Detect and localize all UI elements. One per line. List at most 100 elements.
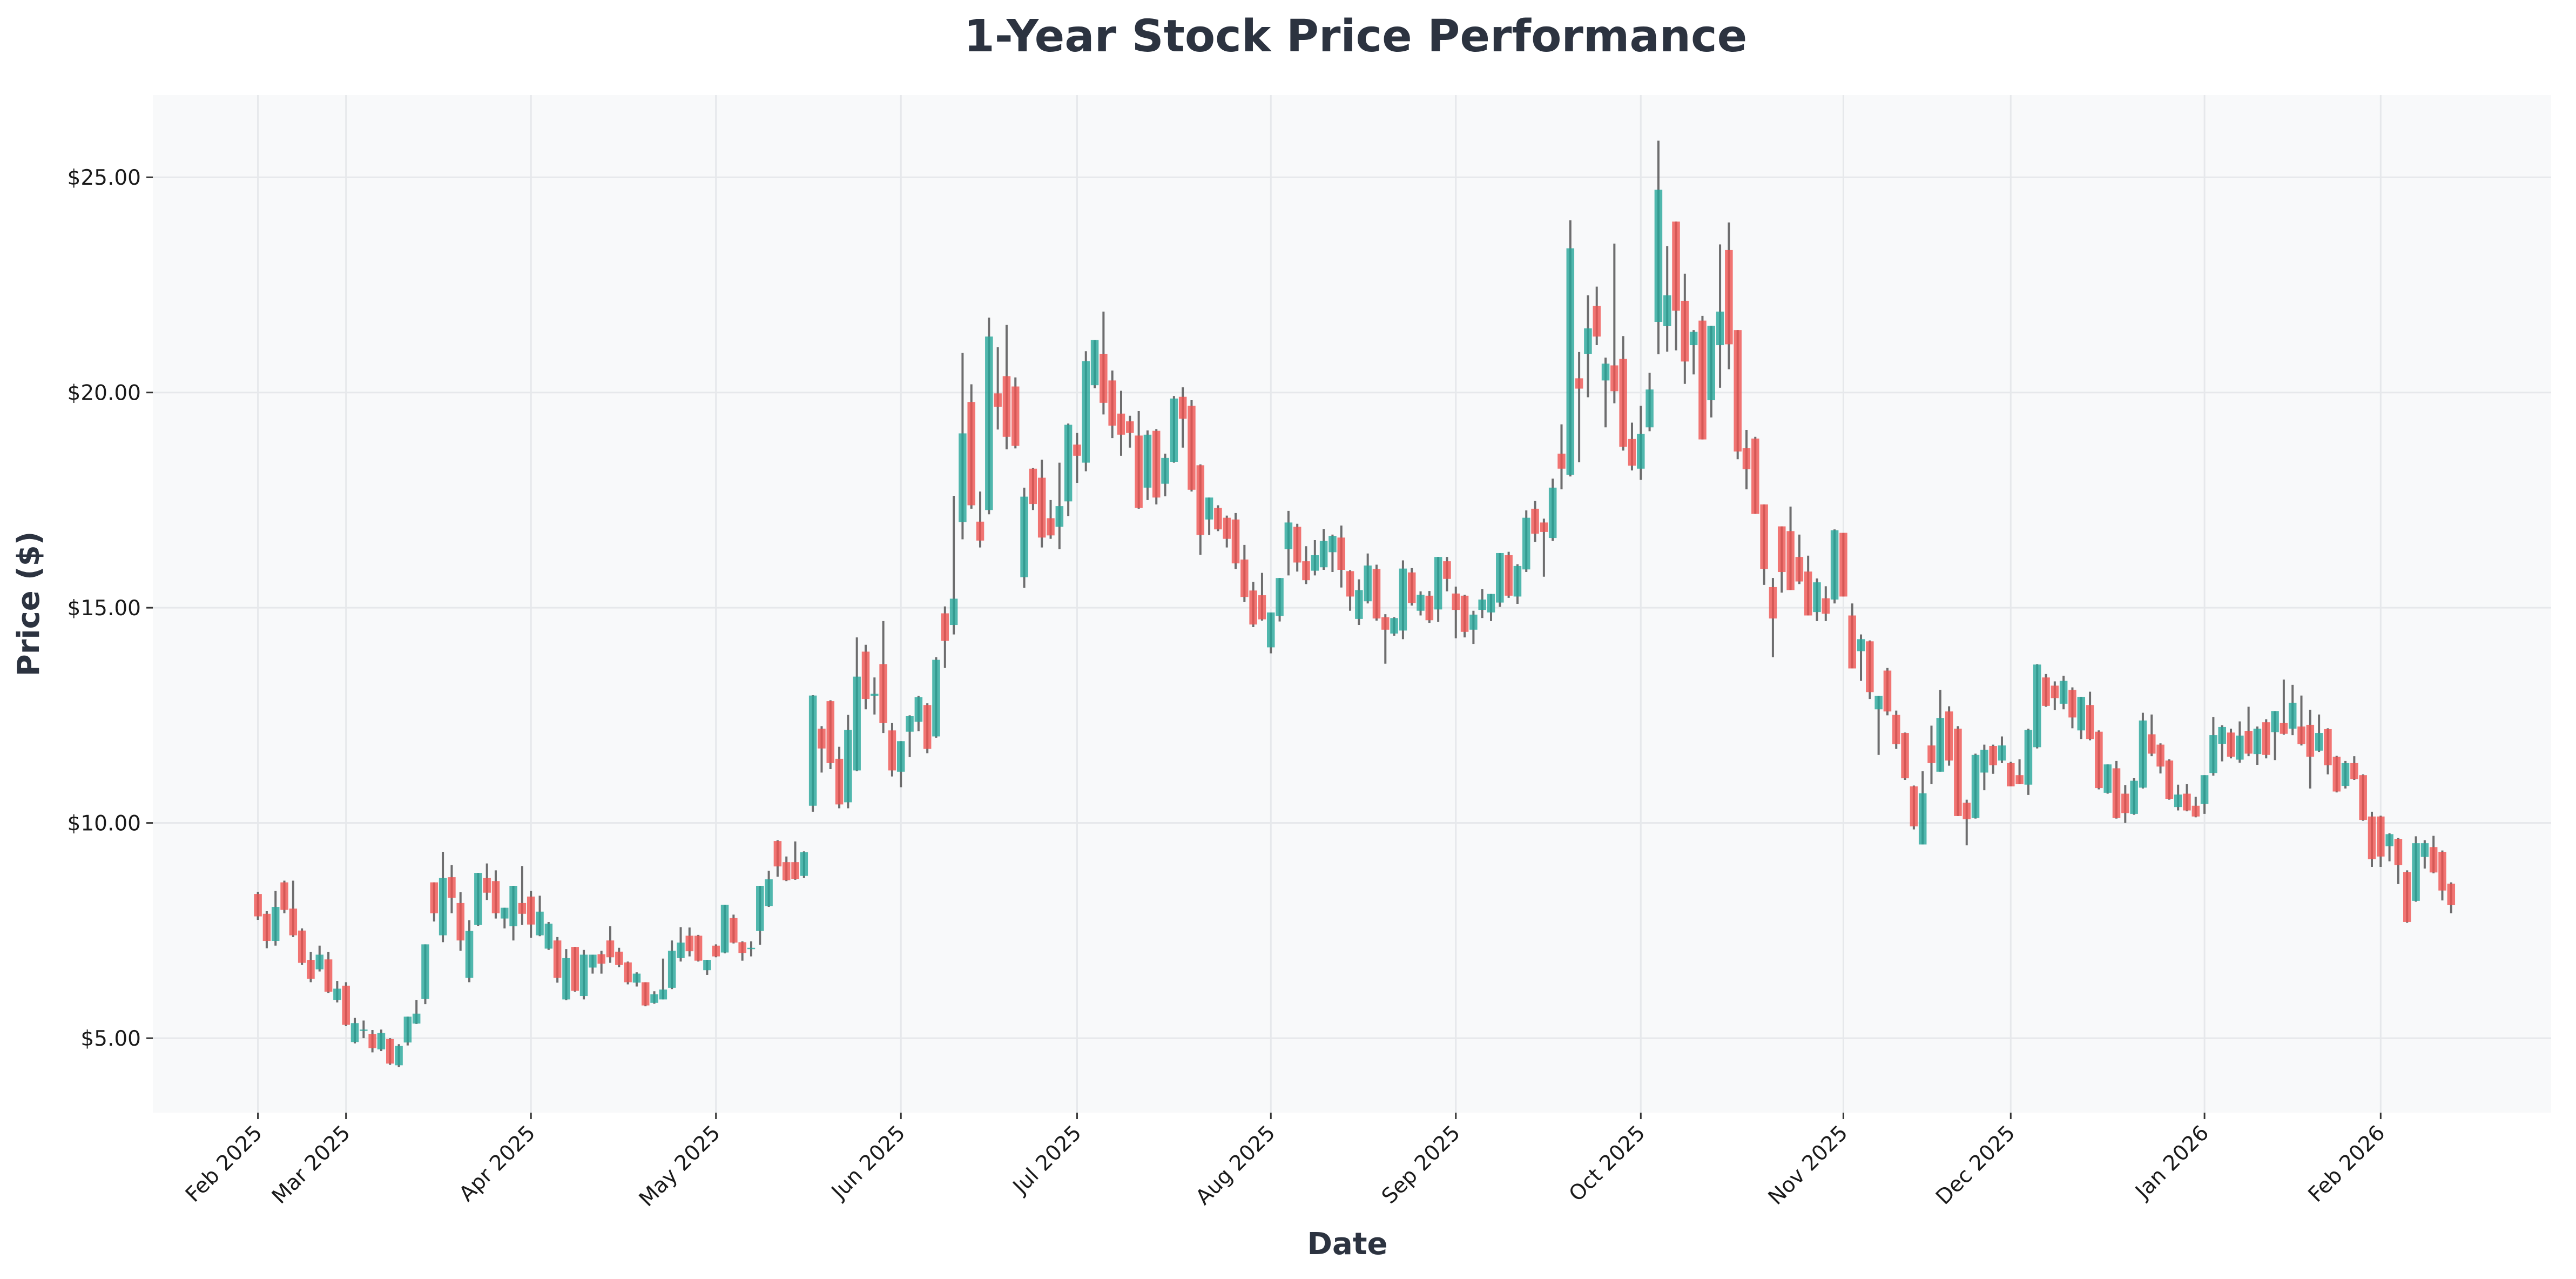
candle-down: [527, 891, 535, 938]
candle-body: [2148, 734, 2156, 754]
candle-body: [1478, 600, 1486, 610]
candle-down: [1037, 460, 1046, 548]
candle-up: [1513, 564, 1522, 604]
candle-up: [360, 1020, 368, 1039]
candle-down: [923, 703, 932, 753]
candle-body: [1707, 326, 1715, 401]
candle-body: [1364, 566, 1372, 602]
x-tick-label: Feb 2026: [2304, 1121, 2390, 1207]
candle-body: [448, 877, 456, 898]
candle-body: [2121, 793, 2129, 813]
candle-up: [765, 871, 773, 907]
candle-down: [1452, 587, 1460, 638]
candle-up: [932, 657, 940, 738]
candle-down: [1910, 785, 1918, 830]
candle-body: [720, 905, 729, 953]
candle-body: [624, 962, 632, 982]
candle-down: [1443, 557, 1451, 591]
candle-down: [1249, 582, 1257, 628]
candle-body: [1417, 595, 1425, 611]
candle-up: [333, 981, 341, 1002]
candle-up: [1566, 220, 1575, 477]
candle-body: [1945, 711, 1953, 761]
candle-body: [2429, 847, 2438, 873]
candle-body: [262, 913, 271, 941]
candle-up: [659, 958, 667, 1000]
candle-up: [650, 991, 658, 1004]
candle-body: [2033, 664, 2041, 748]
candle-body: [1725, 250, 1733, 345]
candle-down: [298, 928, 306, 965]
candle-up: [667, 940, 676, 989]
candle-body: [1628, 439, 1636, 466]
candle-up: [1646, 373, 1654, 432]
candle-body: [1143, 434, 1152, 488]
candle-down: [2148, 714, 2156, 757]
candle-up: [1874, 696, 1883, 755]
candle-body: [1020, 496, 1028, 577]
candle-body: [703, 960, 711, 971]
candle-body: [2095, 731, 2103, 789]
candle-body: [350, 1023, 359, 1042]
candle-up: [589, 954, 597, 974]
candle-body: [1276, 578, 1284, 616]
y-tick-label: $20.00: [68, 381, 141, 406]
candle-body: [1918, 793, 1927, 845]
candle-body: [1082, 361, 1090, 463]
candle-down: [2156, 743, 2164, 773]
candle-down: [738, 941, 746, 961]
candle-body: [1698, 320, 1707, 440]
candle-down: [2227, 729, 2235, 759]
candle-body: [2262, 722, 2270, 755]
candle-body: [932, 659, 940, 737]
candle-body: [1813, 582, 1821, 612]
candle-body: [967, 402, 975, 506]
candle-up: [1082, 351, 1090, 472]
candle-body: [1178, 396, 1187, 419]
candle-body: [1786, 531, 1795, 590]
candle-body: [2051, 685, 2059, 698]
candle-body: [879, 664, 887, 723]
candle-body: [667, 951, 676, 988]
candle-body: [888, 730, 896, 771]
candle-up: [1161, 453, 1169, 496]
candle-up: [2412, 836, 2420, 902]
candle-down: [685, 927, 694, 957]
candle-body: [1372, 569, 1381, 619]
candle-down: [1742, 430, 1751, 490]
candle-down: [782, 856, 791, 881]
candle-body: [659, 989, 667, 1000]
candle-up: [2288, 684, 2297, 736]
candle-down: [1698, 315, 1707, 440]
candle-body: [1998, 745, 2006, 761]
plot-area: [153, 95, 2551, 1113]
candle-body: [2244, 731, 2253, 754]
candle-up: [632, 972, 641, 987]
candle-body: [501, 907, 509, 919]
candle-body: [730, 918, 738, 943]
candle-body: [826, 701, 834, 763]
candle-down: [2244, 706, 2253, 757]
candle-down: [518, 866, 527, 925]
candle-body: [1575, 378, 1583, 389]
candle-body: [756, 886, 764, 931]
candle-body: [1443, 561, 1451, 579]
candle-body: [747, 947, 756, 950]
candle-body: [853, 676, 861, 771]
candle-body: [2253, 729, 2262, 755]
candle-body: [1901, 733, 1909, 778]
candle-down: [1002, 325, 1011, 449]
candle-body: [2412, 843, 2420, 901]
candle-down: [2377, 816, 2385, 867]
candle-up: [421, 944, 429, 1005]
candle-down: [1196, 464, 1205, 555]
candle-up: [2103, 764, 2112, 794]
candle-down: [2112, 760, 2121, 819]
candle-up: [800, 851, 808, 878]
candle-body: [1866, 641, 1874, 692]
candle-body: [1963, 803, 1971, 819]
candle-body: [712, 945, 720, 957]
candle-body: [368, 1034, 376, 1048]
candle-body: [518, 903, 527, 914]
candle-body: [782, 862, 791, 880]
